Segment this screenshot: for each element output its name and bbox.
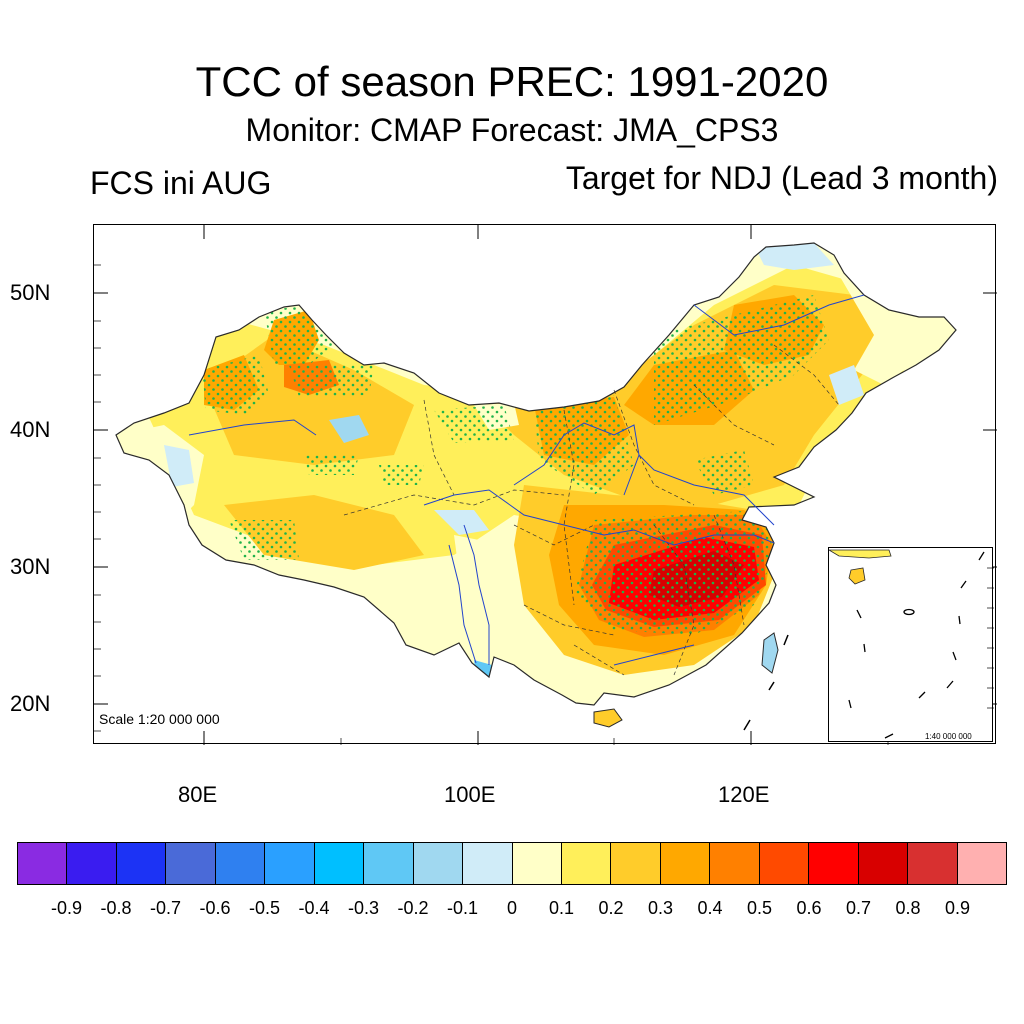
colorbar-swatch	[413, 843, 464, 884]
colorbar-swatch	[660, 843, 711, 884]
lat-label-20n: 20N	[10, 691, 51, 716]
china-border	[115, 242, 957, 706]
colorbar-tick-label: -0.7	[149, 898, 182, 918]
colorbar-tick-label: 0	[506, 898, 518, 918]
colorbar-tick-label: 0.4	[697, 898, 723, 918]
lon-label-100e: 100E	[444, 782, 496, 807]
colorbar-tick-label: 0.9	[944, 898, 971, 918]
colorbar	[17, 842, 1007, 885]
colorbar-tick-label: -0.2	[397, 898, 429, 918]
colorbar-tick-label: 0.1	[548, 898, 575, 918]
colorbar-swatch	[561, 843, 612, 884]
map-title: TCC of season PREC: 1991-2020	[195, 58, 829, 105]
map-panel	[93, 224, 997, 745]
colorbar-swatch	[265, 843, 315, 884]
colorbar-swatch	[611, 843, 661, 884]
colorbar-tick-label: -0.6	[199, 898, 231, 918]
minor-ticks	[94, 264, 889, 745]
colorbar-swatch	[116, 843, 167, 884]
lat-label-30n: 30N	[10, 554, 51, 579]
colorbar-swatch	[463, 843, 513, 884]
colorbar-swatch	[512, 843, 562, 884]
rivers	[188, 294, 865, 666]
colorbar-swatch	[759, 843, 810, 884]
colorbar-swatch	[957, 843, 1007, 884]
taiwan-island	[761, 632, 779, 674]
hainan-island	[593, 708, 623, 728]
province-borders	[343, 344, 840, 676]
colorbar-swatch	[809, 843, 859, 884]
target-season-label: Target for NDJ (Lead 3 month)	[565, 160, 998, 196]
colorbar-swatch	[215, 843, 266, 884]
inset-scale: 1:40 000 000	[925, 732, 972, 741]
colorbar-swatch	[166, 843, 216, 884]
colorbar-tick-label: -0.8	[100, 898, 132, 918]
colorbar-tick-label: -0.9	[50, 898, 83, 918]
south-china-sea-inset	[827, 547, 994, 742]
colorbar-tick-label: 0.2	[598, 898, 624, 918]
inset-map	[827, 549, 994, 739]
colorbar-tick-label: 0.5	[746, 898, 773, 918]
lon-label-120e: 120E	[718, 782, 770, 807]
colorbar-swatch	[314, 843, 365, 884]
colorbar-swatch	[364, 843, 414, 884]
colorbar-swatch	[908, 843, 958, 884]
colorbar-tick-label: 0.7	[845, 898, 872, 918]
sea-islands	[743, 634, 789, 731]
lon-label-80e: 80E	[178, 782, 218, 807]
colorbar-tick-label: -0.4	[298, 898, 330, 918]
colorbar-swatch	[18, 843, 68, 884]
colorbar-tick-label: 0.8	[895, 898, 921, 918]
colorbar-swatch	[67, 843, 117, 884]
lat-label-40n: 40N	[10, 417, 51, 442]
lat-label-50n: 50N	[10, 280, 51, 305]
main-map-scale: Scale 1:20 000 000	[99, 711, 220, 727]
colorbar-swatch	[858, 843, 909, 884]
colorbar-swatch	[710, 843, 760, 884]
colorbar-tick-label: 0.6	[796, 898, 822, 918]
colorbar-tick-label: 0.3	[647, 898, 674, 918]
colorbar-tick-label: -0.3	[347, 898, 380, 918]
map-subtitle: Monitor: CMAP Forecast: JMA_CPS3	[245, 112, 779, 148]
china-map	[94, 225, 997, 745]
colorbar-tick-label: -0.5	[248, 898, 281, 918]
initialization-label: FCS ini AUG	[90, 165, 272, 201]
colorbar-tick-label: -0.1	[446, 898, 479, 918]
